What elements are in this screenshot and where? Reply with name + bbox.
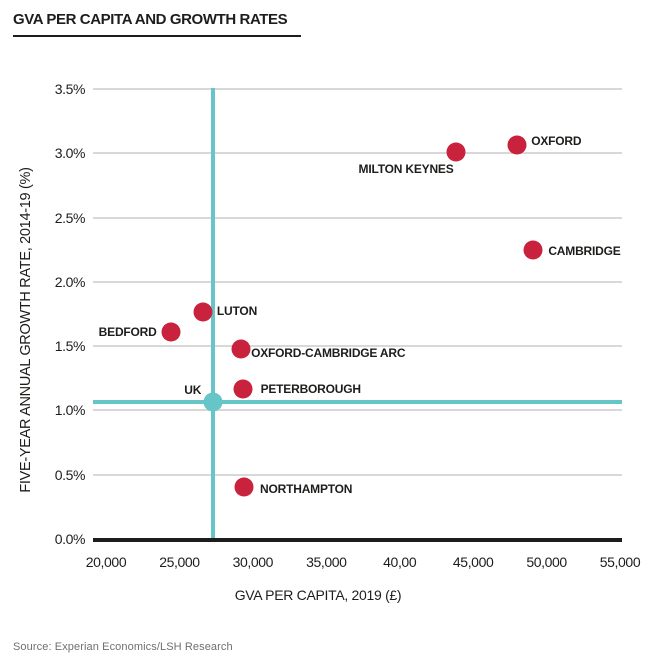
data-point-label-peterborough: PETERBOROUGH (260, 381, 361, 396)
y-tick-label: 2.5% (54, 209, 86, 226)
y-tick-label: 0.0% (54, 531, 86, 547)
x-tick-label: 50,000 (526, 554, 567, 570)
plot-area: 3.5% 3.0% 2.5% 2.0% 1.5% 1.0% 0.5% 0.0% 20,000 25… (55, 81, 641, 570)
data-point-label-uk: UK (184, 382, 202, 397)
crosshair-horizontal (93, 399, 622, 404)
data-point-label-oxford-cambridge-arc: OXFORD-CAMBRIDGE ARC (251, 346, 406, 360)
y-tick-label: 0.5% (54, 466, 86, 483)
data-point-label-northampton: NORTHAMPTON (260, 481, 353, 496)
gridline (93, 152, 622, 155)
x-tick-label: 25,000 (159, 554, 200, 570)
x-tick-label: 45,000 (452, 554, 494, 570)
x-tick-label: 35,000 (306, 554, 347, 570)
gridline (93, 409, 622, 412)
data-point-label-luton: LUTON (216, 303, 258, 318)
gridline (93, 216, 622, 219)
y-tick-label: 1.0% (54, 402, 86, 419)
crosshair-vertical (211, 88, 216, 538)
data-point-bedford (161, 322, 181, 342)
chart-title: GVA PER CAPITA AND GROWTH RATES (13, 11, 302, 37)
source-note: Source: Experian Economics/LSH Research (13, 641, 233, 653)
y-tick-label: 3.5% (54, 81, 86, 97)
gridline (93, 473, 622, 476)
x-tick-label: 40,00 (383, 554, 417, 570)
gridline (93, 345, 622, 348)
data-point-label-milton-keynes: MILTON KEYNES (358, 162, 454, 177)
data-point-northampton (234, 477, 254, 497)
gridline (93, 88, 622, 90)
gridline (93, 280, 622, 283)
data-point-luton (193, 302, 213, 322)
y-tick-label: 1.5% (54, 338, 86, 355)
data-point-label-cambridge: CAMBRIDGE (548, 244, 621, 258)
data-point-label-bedford: BEDFORD (98, 325, 157, 340)
data-point-peterborough (233, 379, 253, 399)
data-point-milton-keynes (446, 142, 466, 162)
y-tick-label: 2.0% (54, 273, 86, 290)
x-axis-title: GVA PER CAPITA, 2019 (£) (234, 587, 402, 603)
data-point-label-oxford: OXFORD (531, 133, 582, 148)
data-point-cambridge (523, 240, 543, 260)
data-point-uk (203, 392, 223, 412)
x-tick-label: 55,000 (599, 554, 641, 570)
y-tick-label: 3.0% (54, 145, 86, 162)
x-tick-label: 30,000 (232, 554, 274, 570)
data-point-oxford-cambridge-arc (231, 339, 251, 359)
x-tick-label: 20,000 (85, 554, 127, 570)
data-point-oxford (507, 135, 527, 155)
